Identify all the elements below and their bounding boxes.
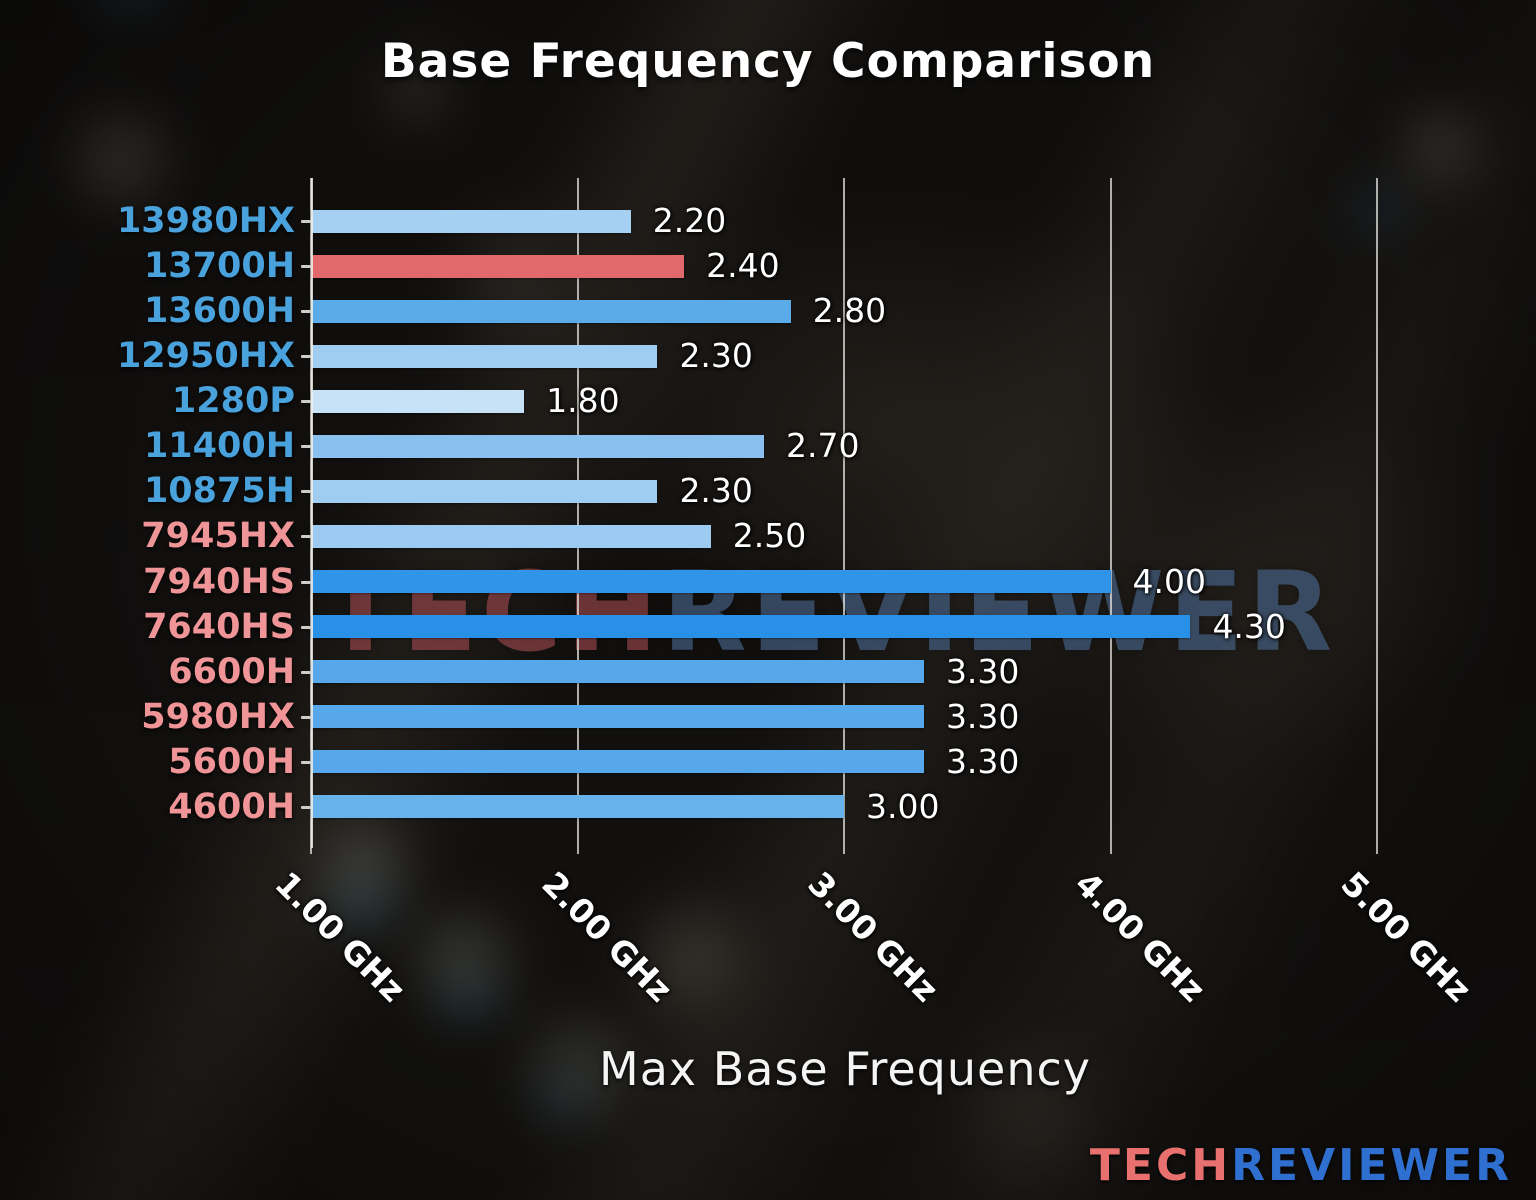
- bar-13700h: [311, 254, 685, 278]
- y-tick-mark: [301, 670, 311, 674]
- y-tick-mark: [301, 445, 311, 449]
- logo-reviewer: REVIEWER: [1231, 1140, 1512, 1191]
- value-label-1280p: 1.80: [546, 381, 620, 421]
- value-label-10875h: 2.30: [679, 471, 753, 511]
- bar-5600h: [311, 750, 924, 774]
- row-label-10875h: 10875H: [143, 471, 295, 512]
- gridline-5.00-ghz: [1376, 178, 1378, 854]
- value-label-13700h: 2.40: [706, 246, 780, 286]
- bar-5980hx: [311, 705, 924, 729]
- bar-7940hs: [311, 570, 1111, 594]
- row-label-6600h: 6600H: [168, 651, 295, 692]
- gridline-4.00-ghz: [1109, 178, 1112, 854]
- bar-10875h: [311, 479, 658, 503]
- bar-4600h: [311, 795, 844, 819]
- value-label-7945hx: 2.50: [732, 516, 807, 556]
- row-label-4600h: 4600H: [168, 786, 295, 827]
- value-label-4600h: 3.00: [866, 786, 940, 826]
- y-tick-mark: [301, 310, 311, 314]
- y-tick-mark: [301, 400, 311, 404]
- bar-1280p: [311, 389, 525, 413]
- y-tick-mark: [301, 490, 311, 494]
- row-label-7945hx: 7945HX: [141, 516, 295, 557]
- bar-7945hx: [311, 524, 711, 548]
- value-label-7640hs: 4.30: [1212, 606, 1286, 646]
- value-label-11400h: 2.70: [786, 426, 860, 466]
- row-label-7940hs: 7940HS: [143, 561, 295, 602]
- value-label-13600h: 2.80: [812, 291, 887, 331]
- row-label-11400h: 11400H: [143, 426, 295, 467]
- gridline-3.00-ghz: [843, 178, 845, 854]
- row-label-7640hs: 7640HS: [143, 606, 295, 647]
- watermark-tech: TECH: [323, 548, 662, 676]
- row-label-13980hx: 13980HX: [116, 201, 295, 241]
- y-tick-mark: [301, 580, 311, 584]
- y-tick-mark: [301, 715, 311, 719]
- bar-13980hx: [311, 209, 631, 233]
- bar-13600h: [311, 299, 791, 323]
- y-tick-mark: [301, 760, 311, 764]
- row-label-1280p: 1280P: [171, 381, 295, 422]
- watermark: TECHREVIEWER: [323, 548, 1336, 676]
- bar-6600h: [311, 660, 924, 684]
- x-axis-title: Max Base Frequency: [599, 1042, 1091, 1096]
- row-label-5980hx: 5980HX: [141, 696, 295, 737]
- value-label-5980hx: 3.30: [945, 696, 1020, 736]
- y-tick-mark: [301, 535, 311, 539]
- value-label-12950hx: 2.30: [679, 336, 753, 376]
- row-label-13600h: 13600H: [143, 291, 295, 332]
- y-tick-mark: [301, 220, 311, 223]
- bar-12950hx: [311, 344, 658, 368]
- chart-title: Base Frequency Comparison: [380, 34, 1156, 89]
- value-label-13980hx: 2.20: [652, 201, 727, 240]
- y-tick-mark: [301, 265, 311, 269]
- y-tick-mark: [301, 625, 311, 629]
- row-label-13700h: 13700H: [143, 246, 295, 287]
- row-label-12950hx: 12950HX: [116, 336, 295, 377]
- value-label-6600h: 3.30: [945, 651, 1020, 691]
- y-tick-mark: [301, 805, 311, 809]
- gridline-2.00-ghz: [576, 178, 579, 854]
- value-label-7940hs: 4.00: [1132, 561, 1206, 601]
- bar-7640hs: [311, 615, 1191, 639]
- bar-11400h: [311, 434, 765, 458]
- value-label-5600h: 3.30: [945, 741, 1020, 781]
- row-label-5600h: 5600H: [168, 741, 295, 782]
- brand-logo: TECHREVIEWER: [1090, 1140, 1512, 1191]
- logo-tech: TECH: [1089, 1140, 1232, 1191]
- y-axis-line: [311, 178, 313, 848]
- y-tick-mark: [301, 355, 311, 359]
- watermark-reviewer: REVIEWER: [661, 548, 1337, 676]
